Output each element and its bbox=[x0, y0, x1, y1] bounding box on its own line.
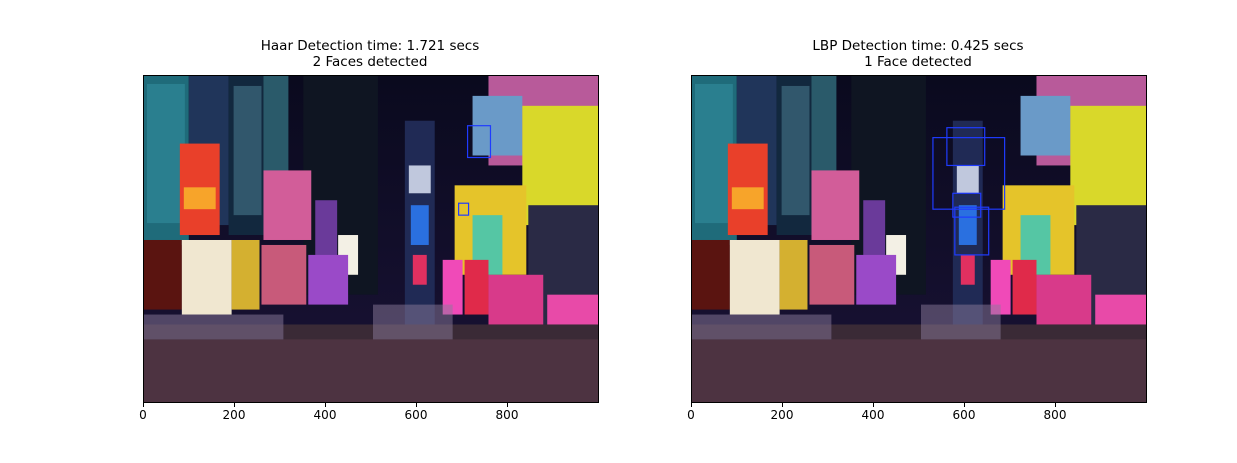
haar-title-line1: Haar Detection time: 1.721 secs bbox=[260, 38, 480, 54]
haar-image bbox=[144, 76, 598, 402]
lbp-title: LBP Detection time: 0.425 secs 1 Face de… bbox=[638, 38, 1198, 70]
haar-xaxis: 0 200 400 600 800 bbox=[139, 75, 599, 422]
haar-title-line2: 2 Faces detected bbox=[312, 54, 428, 70]
haar-image-axes: 0 100 200 300 400 500 600 700 bbox=[143, 75, 599, 403]
lbp-title-line1: LBP Detection time: 0.425 secs bbox=[812, 38, 1024, 54]
haar-title: Haar Detection time: 1.721 secs 2 Faces … bbox=[90, 38, 650, 70]
lbp-image-axes: 0 100 200 300 400 500 600 700 bbox=[691, 75, 1147, 403]
lbp-image bbox=[692, 76, 1146, 402]
haar-panel: Haar Detection time: 1.721 secs 2 Faces … bbox=[90, 0, 650, 463]
lbp-title-line2: 1 Face detected bbox=[864, 54, 972, 70]
lbp-panel: LBP Detection time: 0.425 secs 1 Face de… bbox=[638, 0, 1198, 463]
lbp-xaxis: 0 200 400 600 800 bbox=[687, 75, 1147, 422]
